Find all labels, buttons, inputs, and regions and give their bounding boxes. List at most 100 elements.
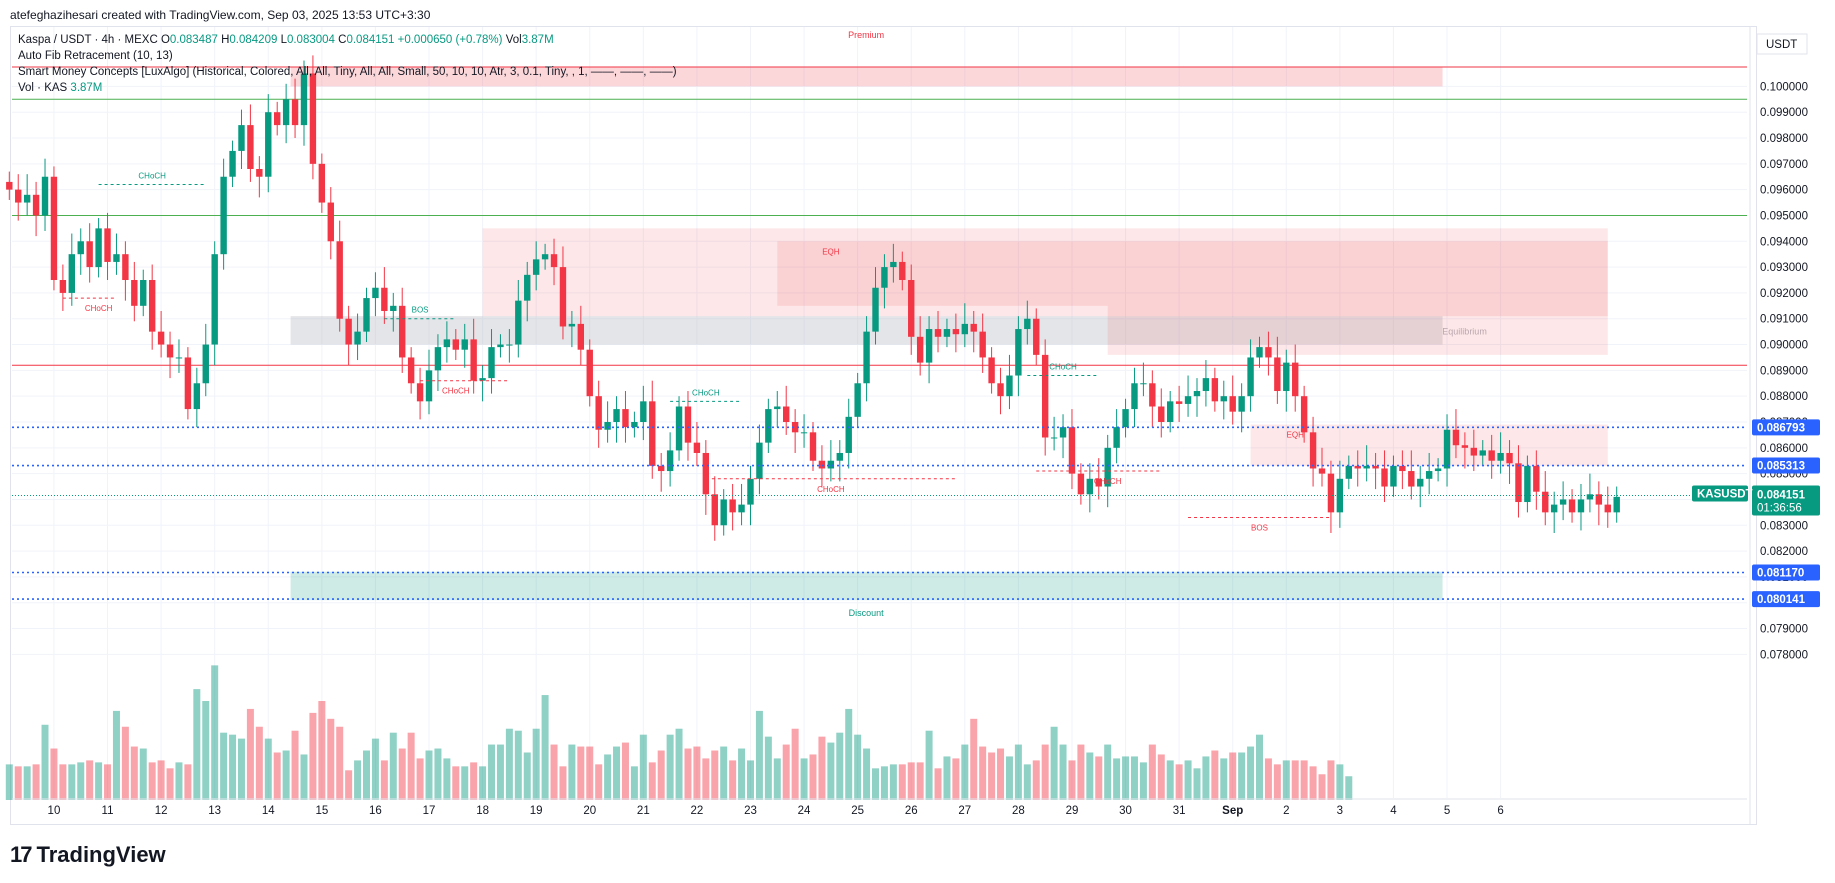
candle-body <box>1390 465 1397 487</box>
candle-up <box>461 323 468 368</box>
candle-up <box>443 321 451 363</box>
vol-row-value: 3.87M <box>70 82 103 94</box>
last-price-label: 0.084151 <box>1757 490 1806 502</box>
candle-up <box>943 318 951 348</box>
candle-body <box>1434 468 1442 472</box>
candle-body <box>934 329 942 337</box>
candle-down <box>166 331 174 379</box>
candle-up <box>265 94 272 193</box>
candle-body <box>684 406 692 443</box>
candle-body <box>845 416 852 453</box>
candle-up <box>1247 339 1254 412</box>
indicator-volume[interactable]: Vol · KAS 3.87M <box>18 82 102 94</box>
candle-up <box>425 349 433 415</box>
candle-down <box>899 251 906 291</box>
candle-body <box>488 347 495 379</box>
candle-down <box>247 104 254 182</box>
candle-up <box>1390 455 1397 497</box>
candle-body <box>666 450 674 472</box>
volume-bar <box>532 728 540 800</box>
candle-down <box>327 187 334 260</box>
candle-body <box>113 254 120 262</box>
candle-body <box>649 401 656 466</box>
candle-body <box>1506 452 1513 464</box>
candle-body <box>354 331 361 345</box>
volume-bar <box>693 746 701 800</box>
candle-up <box>282 83 290 144</box>
indicator-smc[interactable]: Smart Money Concepts [LuxAlgo] (Historic… <box>18 66 677 78</box>
x-tick-label: 27 <box>958 805 971 817</box>
candle-body <box>1577 499 1585 513</box>
candle-down <box>1542 471 1549 526</box>
volume-bar <box>1104 744 1112 800</box>
x-tick-label: 28 <box>1012 805 1025 817</box>
candle-body <box>443 339 451 348</box>
candle-body <box>1238 396 1245 412</box>
candle-body <box>809 432 817 461</box>
volume-bar <box>1130 756 1138 800</box>
candle-down <box>1533 450 1540 510</box>
volume-bar <box>121 726 129 800</box>
candle-body <box>1184 396 1192 404</box>
candle-body <box>1015 329 1022 376</box>
candle-body <box>265 112 272 177</box>
tradingview-logo-mark: 17 <box>10 842 33 867</box>
candle-up <box>863 316 870 402</box>
candle-body <box>95 228 102 268</box>
x-tick-label: 15 <box>315 805 328 817</box>
volume-bar <box>568 744 576 800</box>
candle-up <box>77 228 84 275</box>
countdown-label: 01:36:56 <box>1757 503 1802 515</box>
x-tick-label: 25 <box>851 805 864 817</box>
x-tick-label: 13 <box>208 805 221 817</box>
candle-down <box>1354 450 1361 487</box>
candle-body <box>1211 378 1219 402</box>
candle-down <box>791 409 799 453</box>
candle-down <box>979 313 986 373</box>
volume-bar <box>264 738 272 800</box>
candle-down <box>345 305 352 366</box>
candle-body <box>1300 396 1308 433</box>
candle-up <box>925 316 933 384</box>
candle-body <box>595 396 602 430</box>
candle-up <box>488 329 495 394</box>
candle-down <box>595 380 602 448</box>
volume-bar <box>1005 756 1013 800</box>
volume-bar <box>738 748 746 800</box>
candle-up <box>1015 316 1022 397</box>
zone-ob3 <box>1107 305 1608 355</box>
candle-body <box>577 323 585 350</box>
candle-body <box>274 112 281 126</box>
y-tick-label: 0.089000 <box>1760 365 1808 377</box>
indicator-fib[interactable]: Auto Fib Retracement (10, 13) <box>18 50 173 62</box>
volume-bar <box>863 748 871 800</box>
candle-up <box>1086 463 1094 513</box>
grid <box>12 27 1747 798</box>
candle-body <box>1363 465 1370 469</box>
volume-bar <box>371 738 379 800</box>
candle-up <box>1050 416 1058 451</box>
candle-body <box>1059 427 1067 438</box>
candle-up <box>1550 491 1558 534</box>
candle-body <box>1345 465 1352 479</box>
candle-up <box>434 334 442 392</box>
candle-up <box>666 432 674 487</box>
candle-down <box>1372 452 1379 490</box>
candle-body <box>800 432 808 434</box>
candle-body <box>1140 383 1147 385</box>
volume-bar <box>1184 760 1192 800</box>
candle-body <box>952 329 960 335</box>
candle-down <box>15 174 22 221</box>
zone-label-equilibrium: Equilibrium <box>1442 326 1487 336</box>
candle-up <box>1443 414 1451 487</box>
candle-body <box>59 280 67 293</box>
candle-up <box>229 140 236 188</box>
candle-body <box>1542 491 1549 513</box>
price-line-label: 0.080141 <box>1757 594 1806 606</box>
x-tick-label: 16 <box>369 805 382 817</box>
volume-bar <box>1211 750 1219 800</box>
candle-body <box>291 99 299 126</box>
candle-down <box>157 310 165 358</box>
candle-up <box>1006 354 1013 410</box>
